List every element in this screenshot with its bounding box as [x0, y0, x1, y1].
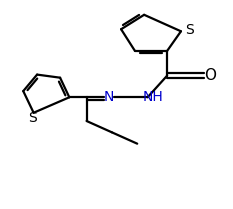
Text: O: O	[204, 68, 216, 83]
Text: S: S	[28, 111, 37, 125]
Text: N: N	[103, 90, 114, 104]
Text: S: S	[185, 23, 194, 37]
Text: NH: NH	[143, 90, 164, 104]
